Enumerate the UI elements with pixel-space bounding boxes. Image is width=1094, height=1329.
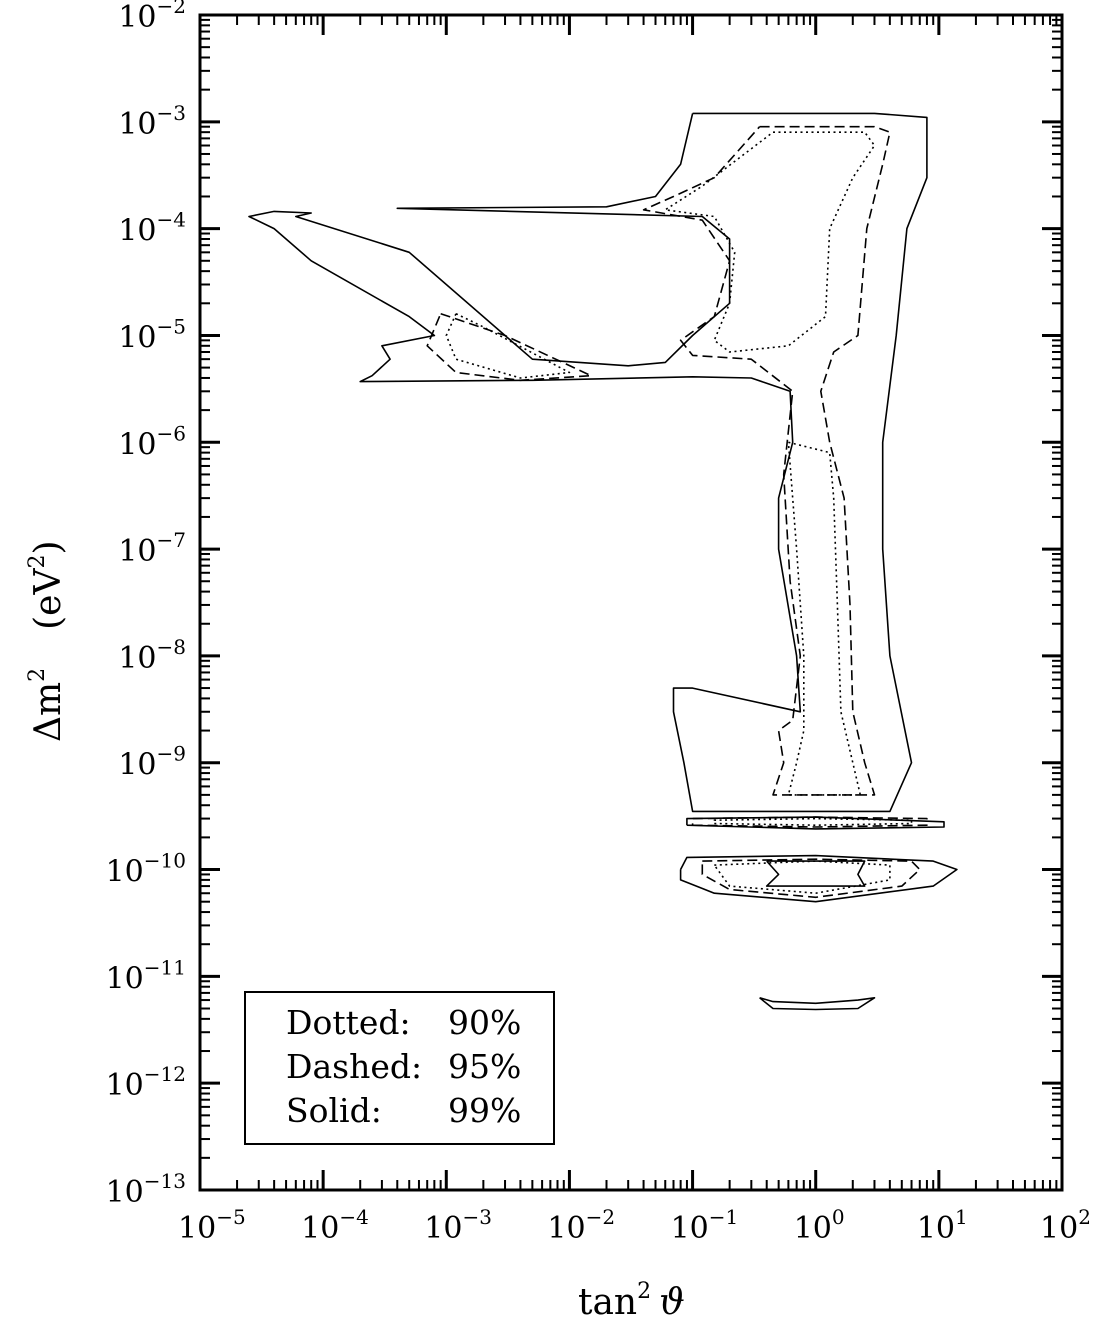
legend: Dotted: 90% Dashed: 95% Solid: 99% [244,991,555,1145]
y-tick-label: 10−10 [106,849,186,890]
contour-solid [686,816,945,830]
y-tick-label: 10−9 [118,742,186,783]
y-tick-label: 10−13 [106,1169,186,1210]
y-axis-title-sup: 2 [25,668,50,682]
y-tick-label: 10−2 [118,0,186,35]
x-tick-labels: 10−5 10−4 10−3 10−2 10−1 100 101 102 [178,1205,1091,1246]
major-ticks [198,13,1064,1192]
x-axis-title-main: tan [578,1282,637,1323]
contour-dashed [691,816,928,828]
legend-style-dashed: Dashed: [286,1047,422,1086]
contour-dotted [713,817,913,827]
x-tick-label: 10−5 [178,1205,246,1246]
series-solid-99% [248,112,958,1011]
x-axis-title-var: ϑ [659,1282,685,1323]
y-axis-title: Δm2(eV2) [25,540,69,742]
legend-box [244,991,555,1145]
contour-dashed [426,312,592,382]
y-tick-label: 10−4 [118,208,186,249]
legend-style-solid: Solid: [286,1091,382,1130]
contour-dotted [787,441,862,796]
x-tick-label: 10−3 [424,1205,492,1246]
plot-frame [198,13,1064,1192]
y-axis-title-unit-sup: 2 [25,555,50,569]
y-axis-title-unit: (eV [28,568,69,630]
contour-dotted [445,312,571,379]
contour-solid [765,860,866,887]
x-tick-label: 100 [794,1205,845,1246]
y-tick-labels: 10−2 10−3 10−4 10−5 10−6 10−7 10−8 10−9 10−10 10−… [106,0,186,1210]
contour-dashed [642,125,891,796]
y-tick-label: 10−3 [118,101,186,142]
series-dashed-95% [426,125,928,899]
legend-level-dashed: 95% [448,1047,521,1086]
y-tick-label: 10−5 [118,314,186,355]
y-axis-title-main: Δm [28,682,69,742]
contour-solid [759,996,876,1011]
x-tick-label: 102 [1040,1205,1091,1246]
legend-style-dotted: Dotted: [286,1003,411,1042]
contour-dashed [701,858,921,899]
legend-level-solid: 99% [448,1091,521,1130]
series-dotted-90% [445,131,913,895]
contour-solid [679,854,958,903]
x-axis-title-sup: 2 [637,1279,651,1304]
minor-ticks [200,15,1062,1190]
contour-lines [248,112,958,1011]
y-tick-label: 10−6 [118,421,186,462]
x-tick-label: 10−1 [671,1205,739,1246]
contour-dotted [664,131,876,353]
y-tick-label: 10−7 [118,528,186,569]
y-axis-title-unit-close: ) [28,540,69,554]
contour-solid [248,112,928,813]
x-axis-title: tan2 ϑ [578,1279,685,1323]
legend-level-dotted: 90% [448,1003,521,1042]
x-tick-label: 10−2 [547,1205,615,1246]
y-tick-label: 10−11 [106,955,186,996]
x-tick-label: 101 [917,1205,968,1246]
svg-text:Δm2(eV2): Δm2(eV2) [25,540,69,742]
contour-dotted [713,860,891,895]
y-tick-label: 10−12 [106,1062,186,1103]
y-tick-label: 10−8 [118,635,186,676]
x-tick-label: 10−4 [301,1205,369,1246]
